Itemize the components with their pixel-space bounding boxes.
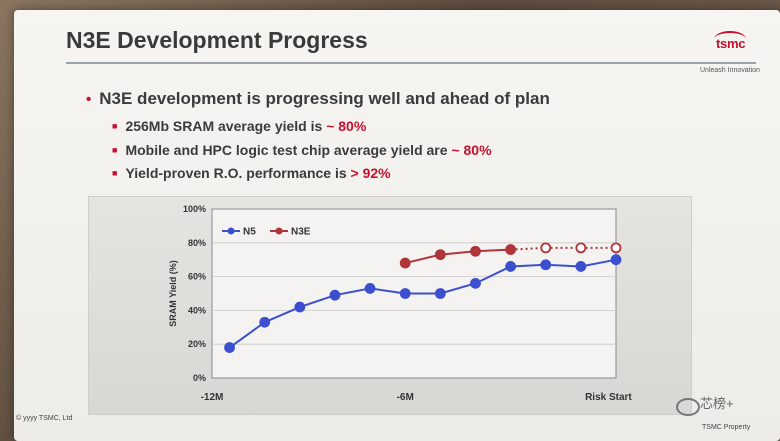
y-tick-label: 60%: [188, 272, 206, 282]
data-point-n3e: [470, 245, 481, 257]
legend-marker: [275, 227, 283, 235]
projected-point: [575, 242, 587, 254]
copyright-footer: © yyyy TSMC, Ltd: [16, 415, 73, 422]
square-bullet-icon: ■: [112, 168, 118, 178]
legend-marker: [227, 227, 235, 235]
x-tick-label: -12M: [201, 392, 224, 403]
sub-bullet-highlight: ~ 80%: [451, 142, 492, 158]
data-point-n5: [259, 316, 271, 328]
projected-point: [540, 242, 552, 254]
sub-bullet-text: Mobile and HPC logic test chip average y…: [125, 142, 452, 158]
y-tick-label: 100%: [183, 204, 206, 214]
y-tick-label: 80%: [188, 238, 206, 248]
main-bullet: • N3E development is progressing well and…: [86, 89, 550, 109]
data-point-n5: [399, 288, 411, 299]
data-point-n5: [540, 259, 552, 271]
data-point-n5: [610, 254, 622, 266]
square-bullet-icon: ■: [112, 121, 118, 131]
bullet-dot-icon: •: [86, 91, 92, 108]
property-footer: TSMC Property: [702, 424, 751, 431]
data-point-n3e: [434, 249, 446, 261]
logo-tagline: Unleash Innovation: [700, 67, 760, 74]
y-tick-label: 0%: [193, 373, 206, 383]
legend-label: N5: [243, 227, 256, 238]
y-axis-label: SRAM Yield (%): [168, 260, 178, 327]
y-tick-label: 20%: [188, 339, 206, 349]
data-point-n5: [364, 283, 376, 294]
square-bullet-icon: ■: [112, 145, 118, 155]
data-point-n5: [470, 277, 481, 289]
sub-bullet: ■ Yield-proven R.O. performance is > 92%: [112, 165, 391, 181]
series-line-n5: [228, 258, 617, 349]
main-bullet-text: N3E development is progressing well and …: [99, 89, 550, 108]
data-point-n5: [224, 342, 235, 353]
data-point-n5: [434, 288, 446, 299]
data-point-n5: [575, 261, 587, 272]
sub-bullet-text: Yield-proven R.O. performance is: [125, 165, 351, 181]
wechat-icon: [676, 398, 700, 416]
data-point-n5: [505, 261, 517, 272]
watermark: 芯榜+: [700, 396, 734, 411]
data-point-n5: [294, 301, 306, 313]
sub-bullet: ■ Mobile and HPC logic test chip average …: [112, 142, 492, 158]
x-tick-label: -6M: [397, 392, 414, 403]
sub-bullet-text: 256Mb SRAM average yield is: [125, 118, 327, 134]
slide-title: N3E Development Progress: [66, 27, 368, 53]
data-point-n5: [329, 289, 341, 301]
data-point-n3e: [399, 257, 411, 269]
x-tick-label: Risk Start: [585, 392, 632, 403]
projected-point: [610, 242, 622, 254]
tsmc-logo: tsmc: [716, 36, 746, 51]
legend-label: N3E: [291, 227, 311, 238]
sub-bullet: ■ 256Mb SRAM average yield is ~ 80%: [112, 118, 366, 134]
sub-bullet-highlight: > 92%: [350, 165, 391, 181]
sub-bullet-highlight: ~ 80%: [326, 118, 367, 134]
title-divider: [66, 62, 756, 64]
tsmc-logo-icon: [714, 31, 746, 47]
series-line-n3e: [404, 248, 511, 265]
y-tick-label: 40%: [188, 305, 206, 315]
